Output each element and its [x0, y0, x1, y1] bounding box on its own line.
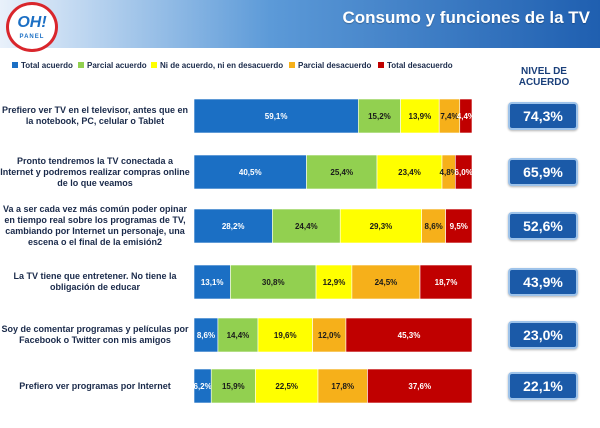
category-label: Prefiero ver TV en el televisor, antes q…: [1, 105, 189, 126]
legend-label: Total desacuerdo: [387, 61, 453, 70]
legend-swatch: [151, 62, 157, 68]
nivel-value-box: 43,9%: [508, 268, 578, 296]
category-label: Va a ser cada vez más común poder opinar…: [2, 204, 188, 247]
data-label: 40,5%: [239, 168, 262, 177]
data-label: 15,2%: [368, 112, 391, 121]
data-label: 13,9%: [409, 112, 432, 121]
logo-text: OH!: [17, 14, 47, 31]
bar-segment: [306, 154, 378, 190]
bar-segment: [357, 98, 401, 134]
legend-label: Ni de acuerdo, ni en desacuerdo: [160, 61, 284, 70]
data-label: 25,4%: [330, 168, 353, 177]
data-label: 14,4%: [227, 331, 250, 340]
data-label: 59,1%: [265, 112, 288, 121]
bar-segment: [272, 208, 341, 244]
data-label: 13,1%: [201, 278, 224, 287]
logo-sub: PANEL: [19, 34, 45, 40]
data-label: 6,0%: [455, 168, 473, 177]
bar-segment: [419, 264, 473, 300]
legend-swatch: [78, 62, 84, 68]
category-label: Prefiero ver programas por Internet: [19, 380, 171, 391]
bar-segment: [315, 264, 353, 300]
data-label: 23,4%: [398, 168, 421, 177]
data-label: 24,4%: [295, 222, 318, 231]
legend-swatch: [12, 62, 18, 68]
bar-segment: [210, 368, 256, 404]
oh-panel-logo: OH! PANEL: [6, 2, 58, 52]
bar-segment: [193, 208, 273, 244]
legend-label: Parcial desacuerdo: [298, 61, 372, 70]
data-label: 28,2%: [222, 222, 245, 231]
bar-segment: [193, 98, 359, 134]
nivel-value-box: 22,1%: [508, 372, 578, 400]
data-label: 4,4%: [457, 112, 475, 121]
data-label: 7,4%: [440, 112, 458, 121]
data-label: 4,8%: [440, 168, 458, 177]
bar-segment: [257, 317, 313, 353]
data-label: 22,5%: [275, 382, 298, 391]
legend-swatch: [378, 62, 384, 68]
bar-segment: [455, 154, 473, 190]
bar-segment: [230, 264, 317, 300]
bar-segment: [317, 368, 368, 404]
category-label: Soy de comentar programas y películas po…: [1, 324, 189, 345]
page-title: Consumo y funciones de la TV: [342, 8, 590, 27]
category-label: Pronto tendremos la TV conectada a Inter…: [0, 155, 190, 188]
bar-segment: [193, 154, 307, 190]
bar-segment: [445, 208, 473, 244]
data-label: 12,9%: [323, 278, 346, 287]
bar-segment: [193, 264, 231, 300]
header-bar: Consumo y funciones de la TV: [0, 0, 600, 48]
data-label: 15,9%: [222, 382, 245, 391]
nivel-value-box: 65,9%: [508, 158, 578, 186]
nivel-value-box: 23,0%: [508, 321, 578, 349]
data-label: 37,6%: [408, 382, 431, 391]
data-label: 45,3%: [398, 331, 421, 340]
bar-segment: [339, 208, 422, 244]
legend-label: Parcial acuerdo: [87, 61, 147, 70]
nivel-header: NIVEL DE ACUERDO: [518, 66, 570, 88]
bar-segment: [345, 317, 473, 353]
category-label: La TV tiene que entretener. No tiene la …: [13, 271, 177, 292]
nivel-value-box: 52,6%: [508, 212, 578, 240]
data-label: 19,6%: [274, 331, 297, 340]
data-label: 18,7%: [435, 278, 458, 287]
bar-segment: [217, 317, 259, 353]
data-label: 30,8%: [262, 278, 285, 287]
data-label: 12,0%: [318, 331, 341, 340]
bar-segment: [459, 98, 473, 134]
data-label: 24,5%: [375, 278, 398, 287]
data-label: 8,6%: [197, 331, 215, 340]
bar-segment: [376, 154, 443, 190]
data-label: 9,5%: [450, 222, 468, 231]
data-label: 29,3%: [370, 222, 393, 231]
data-label: 17,8%: [331, 382, 354, 391]
legend-label: Total acuerdo: [21, 61, 73, 70]
bar-segment: [367, 368, 473, 404]
data-label: 6,2%: [194, 382, 212, 391]
data-label: 8,6%: [425, 222, 443, 231]
nivel-value-box: 74,3%: [508, 102, 578, 130]
legend-swatch: [289, 62, 295, 68]
bar-segment: [255, 368, 319, 404]
